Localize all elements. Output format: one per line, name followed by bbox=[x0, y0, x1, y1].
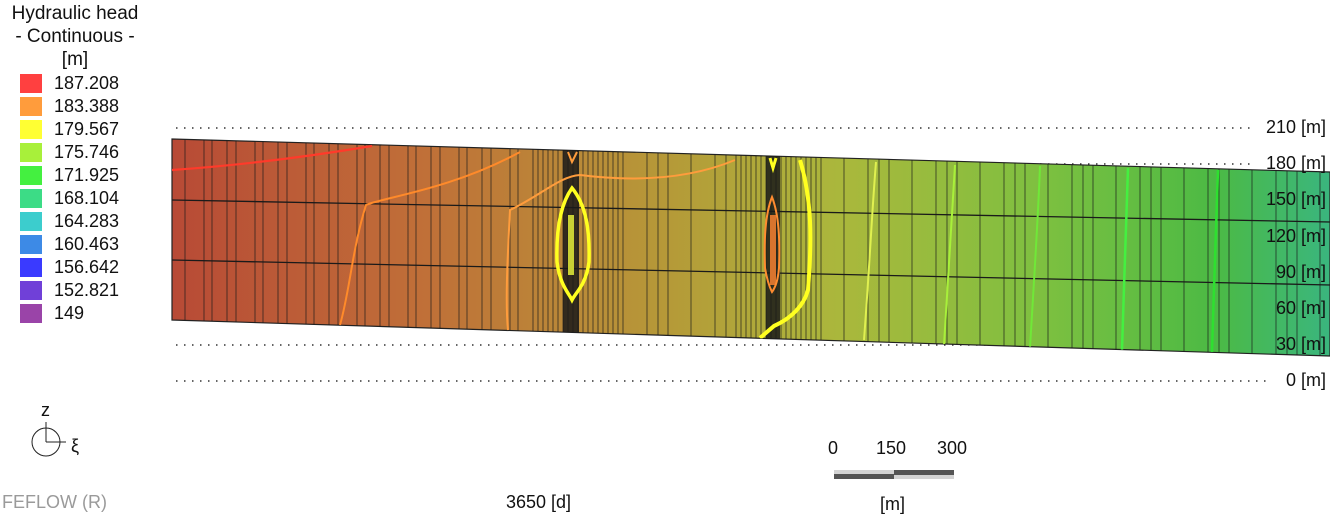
orientation-compass-icon bbox=[31, 422, 66, 457]
legend-value: 183.388 bbox=[54, 95, 120, 116]
elevation-label: 30 [m] bbox=[1275, 334, 1326, 354]
elevation-label: 180 [m] bbox=[1265, 153, 1326, 173]
simulation-time: 3650 [d] bbox=[506, 492, 572, 512]
axis-xi-label: ξ bbox=[71, 436, 80, 456]
legend-entry: 175.746 bbox=[20, 141, 119, 163]
elevation-label: 0 [m] bbox=[1285, 370, 1326, 390]
legend-entry: 187.208 bbox=[20, 72, 119, 94]
legend-entry: 164.283 bbox=[20, 210, 119, 232]
legend-value: 149 bbox=[54, 302, 85, 323]
elevation-label: 210 [m] bbox=[1265, 117, 1326, 137]
legend-entry: 183.388 bbox=[20, 95, 119, 117]
legend-entry: 179.567 bbox=[20, 118, 119, 140]
legend-value: 168.104 bbox=[54, 187, 120, 208]
elevation-label: 60 [m] bbox=[1275, 298, 1326, 318]
legend-value: 156.642 bbox=[54, 256, 120, 277]
elevation-label: 150 [m] bbox=[1265, 189, 1326, 209]
legend-subtitle: - Continuous - bbox=[15, 26, 135, 47]
software-label: FEFLOW (R) bbox=[2, 492, 107, 512]
legend-value: 164.283 bbox=[54, 210, 120, 231]
scale-tick-0: 0 bbox=[828, 438, 839, 458]
legend-entry: 156.642 bbox=[20, 256, 119, 278]
legend-swatch bbox=[20, 188, 42, 208]
legend-swatch bbox=[20, 165, 42, 185]
legend-unit: [m] bbox=[61, 49, 89, 70]
legend-swatch bbox=[20, 211, 42, 231]
legend-entry: 160.463 bbox=[20, 233, 119, 255]
scale-unit: [m] bbox=[880, 494, 905, 514]
legend-entry: 168.104 bbox=[20, 187, 119, 209]
legend-entry: 149 bbox=[20, 302, 84, 324]
legend-swatch bbox=[20, 234, 42, 254]
legend-swatch bbox=[20, 257, 42, 277]
elevation-label: 90 [m] bbox=[1275, 262, 1326, 282]
elevation-label: 120 [m] bbox=[1265, 226, 1326, 246]
legend-swatch bbox=[20, 96, 42, 116]
legend-value: 171.925 bbox=[54, 164, 120, 185]
legend-swatch bbox=[20, 73, 42, 93]
legend-entry: 171.925 bbox=[20, 164, 119, 186]
legend-value: 175.746 bbox=[54, 141, 120, 162]
legend-value: 187.208 bbox=[54, 72, 120, 93]
legend-swatch bbox=[20, 142, 42, 162]
legend-swatch bbox=[20, 303, 42, 323]
scale-bar bbox=[834, 470, 954, 479]
legend-swatch bbox=[20, 280, 42, 300]
legend-value: 160.463 bbox=[54, 233, 120, 254]
legend: Hydraulic head - Continuous - [m] bbox=[0, 2, 150, 71]
legend-value: 152.821 bbox=[54, 279, 120, 300]
head-contours bbox=[172, 144, 1220, 353]
legend-value: 179.567 bbox=[54, 118, 120, 139]
legend-swatch bbox=[20, 119, 42, 139]
legend-entry: 152.821 bbox=[20, 279, 119, 301]
legend-title: Hydraulic head bbox=[11, 3, 139, 24]
scale-tick-300: 300 bbox=[937, 438, 968, 458]
scale-tick-150: 150 bbox=[876, 438, 907, 458]
axis-z-label: z bbox=[41, 400, 50, 420]
